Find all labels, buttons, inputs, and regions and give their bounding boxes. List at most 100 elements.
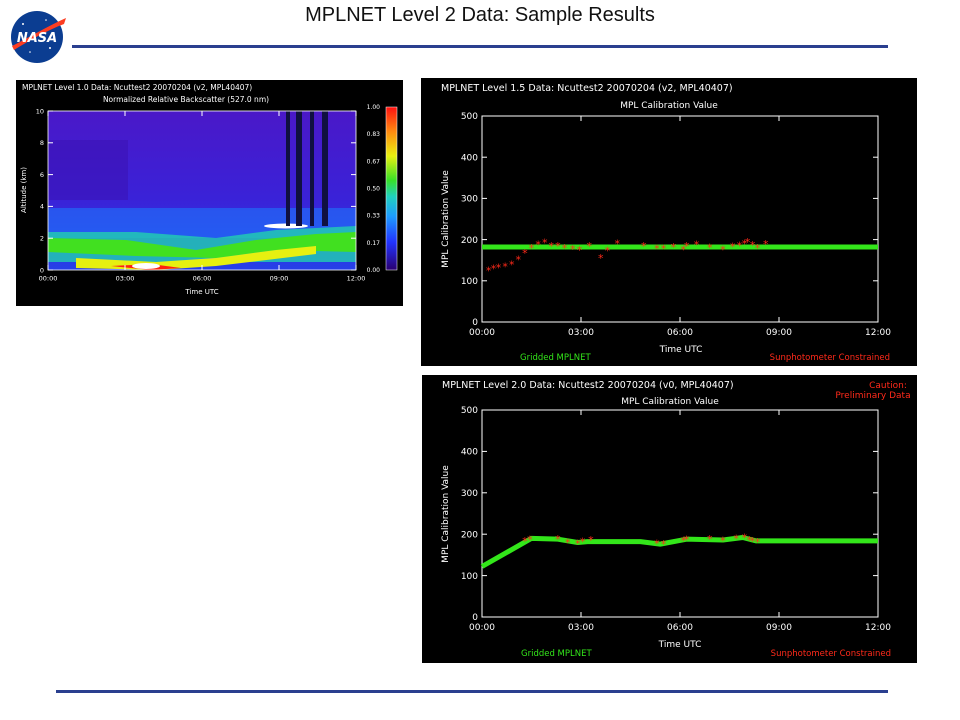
level15-frame [481,115,879,323]
colorbar-tick-label: 0.67 [367,158,381,165]
heatmap-x-ticks: 00:00 03:00 06:00 09:00 12:00 [39,111,366,283]
level20-sunphotometer-point: * [527,534,533,547]
nasa-logo-icon: NASA [11,11,66,63]
level20-calibration-chart: MPLNET Level 2.0 Data: Ncuttest2 2007020… [441,380,911,659]
level20-sunphotometer-point: * [580,536,586,549]
heatmap-upper-speckle [48,140,128,200]
level15-x-tick-label: 06:00 [667,328,693,338]
colorbar [385,106,398,271]
heatmap-y-ticks: 0 2 4 6 8 10 [36,107,356,274]
level15-y-tick-label: 0 [472,318,478,328]
colorbar-tick-label: 0.83 [367,131,381,138]
level20-y-tick-label: 200 [461,530,478,540]
level15-sunphotometer-point: * [605,245,611,258]
level20-gridded-line [480,535,878,569]
level20-legend-left: Gridded MPLNET [521,649,592,659]
level20-y-tick-label: 500 [461,406,478,416]
level15-legend-left: Gridded MPLNET [520,353,591,363]
heatmap-cloud-low [132,263,160,269]
level15-x-tick-label: 12:00 [865,328,891,338]
heatmap-y-tick-label: 4 [40,203,44,211]
level20-sunphotometer-point: * [661,538,667,551]
level15-sunphotometer-point: * [755,242,761,255]
colorbar-tick-label: 0.50 [367,186,381,193]
level20-sunphotometer-point: * [733,532,739,545]
level20-y-tick-label: 0 [472,613,478,623]
heatmap-attenuation-3 [310,111,314,226]
level15-y-tick-label: 100 [461,277,478,287]
heatmap-attenuation-1 [286,111,290,226]
level15-x-ticks: 00:00 03:00 06:00 09:00 12:00 [469,116,891,338]
heatmap-y-tick-label: 8 [40,139,44,147]
level15-sunphotometer-point: * [529,242,535,255]
level20-sunphotometer-point: * [681,534,687,547]
level15-y-label: MPL Calibration Value [441,170,451,268]
heatmap-x-tick-label: 03:00 [116,275,135,283]
heatmap-x-tick-label: 12:00 [347,275,366,283]
level15-y-tick-label: 500 [461,112,478,122]
level20-y-tick-label: 100 [461,572,478,582]
level15-subtitle: MPL Calibration Value [620,101,718,111]
level20-sunphotometer-point: * [707,533,713,546]
bottom-rule [56,690,888,693]
level15-sunphotometer-point: * [763,238,769,251]
level20-x-ticks: 00:00 03:00 06:00 09:00 12:00 [469,410,891,633]
level15-sunphotometer-point: * [720,243,726,256]
nasa-logo-text: NASA [17,31,57,46]
level15-title: MPLNET Level 1.5 Data: Ncuttest2 2007020… [441,83,733,94]
colorbar-tick-label: 0.33 [367,213,381,220]
level15-sunphotometer-point: * [737,239,743,252]
level20-x-tick-label: 06:00 [667,623,693,633]
level15-sunphotometer-point: * [509,258,515,271]
backscatter-heatmap-panel: MPLNET Level 1.0 Data: Ncuttest2 2007020… [16,80,403,306]
heatmap-title: MPLNET Level 1.0 Data: Ncuttest2 2007020… [22,83,252,92]
heatmap-y-tick-label: 2 [40,234,44,242]
slide-title: MPLNET Level 2 Data: Sample Results [305,4,655,26]
level20-sunphotometer-point: * [750,535,756,548]
level20-sunphotometer-point: * [588,534,594,547]
level15-sunphotometer-point: * [684,240,690,253]
level20-x-tick-label: 00:00 [469,623,495,633]
level15-sunphotometer-point: * [707,241,713,254]
level15-y-tick-label: 300 [461,195,478,205]
heatmap-attenuation-4 [322,111,328,226]
level15-y-ticks: 0 100 200 300 400 500 [461,112,878,328]
level15-series: * * * * * ** * * * * * * * * **** * * * * ** * * * * * ** * * * [482,236,878,278]
level20-y-ticks: 0 100 200 300 400 500 [461,406,878,623]
level15-sunphotometer-point: * [742,238,748,251]
level15-x-tick-label: 00:00 [469,328,495,338]
heatmap-green-layer [48,232,356,258]
colorbar-tick-label: 0.17 [367,240,381,247]
level15-sunphotometer-point: * [661,243,667,256]
level20-calibration-panel: MPLNET Level 2.0 Data: Ncuttest2 2007020… [422,375,917,663]
level15-sunphotometer-point: * [496,262,502,275]
level20-y-label: MPL Calibration Value [441,465,451,563]
backscatter-heatmap: MPLNET Level 1.0 Data: Ncuttest2 2007020… [20,83,398,296]
level20-series: * * * * * * * * * ** * * * * ** * [480,532,878,569]
level15-sunphotometer-point: * [730,241,736,254]
level20-sunphotometer-point: * [555,533,561,546]
level15-sunphotometer-point: * [535,239,541,252]
colorbar-tick-label: 0.00 [367,267,381,274]
level15-sunphotometer-point: * [577,244,583,257]
level15-sunphotometer-point: * [641,240,647,253]
heatmap-x-tick-label: 09:00 [270,275,289,283]
level15-x-tick-label: 03:00 [568,328,594,338]
level20-y-tick-label: 300 [461,489,478,499]
level20-x-tick-label: 03:00 [568,623,594,633]
level15-sunphotometer-point: * [570,243,576,256]
level15-sunphotometer-point: * [502,260,508,273]
heatmap-y-tick-label: 6 [40,171,44,179]
level20-sunphotometer-point: * [565,536,571,549]
caution-annotation-line1: Caution: [869,381,907,391]
level20-y-tick-label: 400 [461,448,478,458]
level15-y-tick-label: 400 [461,153,478,163]
level20-x-tick-label: 12:00 [865,623,891,633]
level15-sunphotometer-point: * [491,262,497,275]
level15-sunphotometer-point: * [549,240,555,253]
level15-sunphotometer-point: * [555,240,561,253]
level20-sunphotometer-point: * [654,538,660,551]
heatmap-x-tick-label: 06:00 [193,275,212,283]
level15-sunphotometer-point: * [671,241,677,254]
level15-sunphotometer-point: * [522,247,528,260]
